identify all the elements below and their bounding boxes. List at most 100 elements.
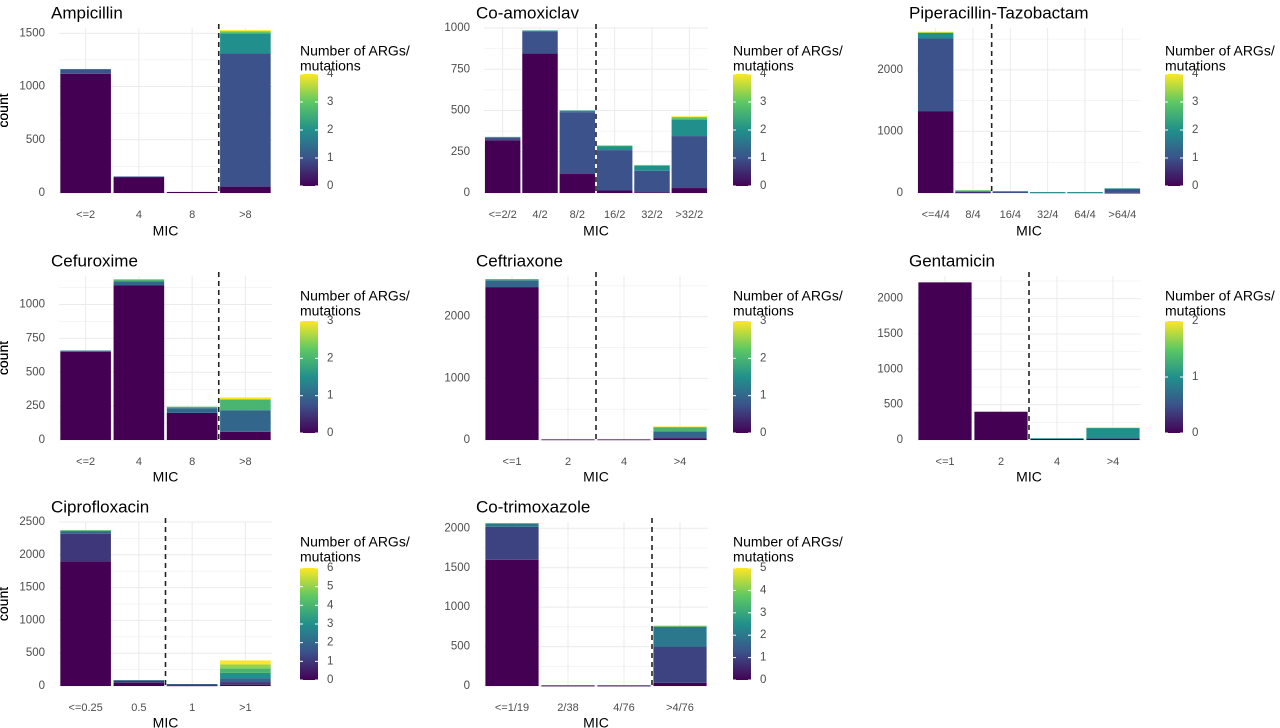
x-axis-label: MIC bbox=[153, 469, 179, 485]
legend-tick-label: 3 bbox=[760, 96, 766, 108]
bar-segment bbox=[60, 531, 111, 534]
x-tick-label: <=2 bbox=[76, 209, 95, 221]
legend-tick-label: 5 bbox=[760, 562, 766, 574]
legend-colorbar bbox=[300, 568, 318, 680]
bar-segment bbox=[60, 68, 111, 70]
bar-segment bbox=[113, 680, 165, 683]
bar-segment bbox=[1104, 192, 1141, 194]
chart-title: Ceftriaxone bbox=[476, 251, 563, 270]
y-tick-label: 0 bbox=[39, 680, 45, 692]
bar-segment bbox=[220, 33, 271, 54]
y-tick-label: 2500 bbox=[19, 516, 45, 528]
x-tick-label: <=4/4 bbox=[922, 209, 950, 221]
y-tick-label: 0 bbox=[897, 434, 903, 446]
bar-segment bbox=[1029, 192, 1066, 193]
bar-segment bbox=[596, 145, 633, 147]
bar-segment bbox=[1030, 438, 1084, 440]
bar-segment bbox=[485, 287, 539, 440]
y-axis-label: count bbox=[0, 587, 11, 621]
legend-tick-label: 0 bbox=[327, 427, 333, 439]
legend-tick-label: 2 bbox=[1192, 315, 1198, 327]
legend-tick-label: 0 bbox=[760, 674, 766, 686]
x-tick-label: >8 bbox=[239, 209, 252, 221]
x-tick-label: 4 bbox=[136, 209, 142, 221]
bar-segment bbox=[60, 73, 111, 193]
legend-tick-label: 4 bbox=[1192, 68, 1199, 80]
bar-segment bbox=[166, 684, 218, 685]
bar-segment bbox=[220, 53, 271, 187]
panel-cefuroxime: Cefuroxime 0 250 500 750 1000 <=2 4 8 >8 MIC count N… bbox=[0, 251, 410, 484]
bar-segment bbox=[917, 32, 954, 39]
y-tick-label: 2000 bbox=[444, 522, 470, 534]
x-tick-label: 8/2 bbox=[570, 209, 585, 221]
bar-segment bbox=[484, 136, 521, 138]
x-tick-label: 32/2 bbox=[641, 209, 662, 221]
legend-tick-label: 6 bbox=[327, 562, 333, 574]
x-tick-label: 1 bbox=[189, 702, 195, 714]
legend-title: Number of ARGs/ bbox=[733, 288, 843, 304]
bar-segment bbox=[522, 53, 558, 194]
bar-segment bbox=[1067, 192, 1103, 193]
x-axis-label: MIC bbox=[583, 469, 609, 485]
legend-tick-label: 4 bbox=[760, 68, 767, 80]
legend-tick-label: 0 bbox=[1192, 427, 1198, 439]
legend-colorbar bbox=[1165, 321, 1183, 433]
y-axis-label: count bbox=[0, 587, 11, 621]
legend-title: Number of ARGs/ bbox=[300, 534, 410, 550]
x-tick-label: 16/2 bbox=[604, 209, 625, 221]
y-tick-label: 500 bbox=[26, 366, 45, 378]
legend-tick-label: 2 bbox=[327, 124, 333, 136]
bar-segment bbox=[671, 136, 708, 189]
bar-segment bbox=[220, 682, 271, 685]
y-tick-label: 750 bbox=[451, 63, 470, 75]
legend-tick-label: 0 bbox=[760, 427, 766, 439]
legend-tick-label: 0 bbox=[327, 180, 333, 192]
y-tick-label: 1000 bbox=[19, 614, 45, 626]
bar-segment bbox=[113, 285, 165, 440]
x-tick-label: <=0.25 bbox=[68, 702, 102, 714]
legend-tick-label: 4 bbox=[760, 584, 767, 596]
bar-segment bbox=[113, 177, 165, 193]
bar-segment bbox=[1086, 427, 1140, 429]
legend-colorbar bbox=[733, 568, 751, 680]
bar-segment bbox=[671, 117, 708, 120]
legend-tick-label: 0 bbox=[1192, 180, 1198, 192]
legend-title: mutations bbox=[733, 58, 794, 74]
bar-segment bbox=[220, 31, 271, 34]
legend-tick-label: 2 bbox=[760, 629, 766, 641]
bar-segment bbox=[60, 530, 111, 531]
bar-segment bbox=[634, 192, 670, 193]
bar-segment bbox=[1104, 188, 1141, 190]
x-tick-label: 2 bbox=[998, 456, 1004, 468]
bar-segment bbox=[485, 559, 539, 686]
y-tick-label: 1500 bbox=[444, 562, 470, 574]
bar-segment bbox=[220, 672, 271, 679]
y-tick-label: 0 bbox=[464, 187, 470, 199]
bar-segment bbox=[559, 174, 596, 193]
x-tick-label: 4 bbox=[136, 456, 142, 468]
legend-tick-label: 3 bbox=[327, 618, 333, 630]
y-tick-label: 1000 bbox=[877, 125, 903, 137]
bar-segment bbox=[113, 281, 165, 286]
bar-segment bbox=[917, 31, 954, 33]
bar-segment bbox=[113, 279, 165, 282]
bar-segment bbox=[485, 523, 539, 524]
x-tick-label: 0.5 bbox=[131, 702, 146, 714]
bar-segment bbox=[166, 408, 218, 413]
bar-segment bbox=[653, 625, 707, 627]
bar-segment bbox=[596, 150, 633, 191]
x-tick-label: 4 bbox=[621, 456, 627, 468]
bar-segment bbox=[220, 668, 271, 673]
legend-tick-label: 2 bbox=[327, 352, 333, 364]
bar-segment bbox=[653, 682, 707, 686]
bar-segment bbox=[113, 176, 165, 178]
bar-segment bbox=[917, 38, 954, 112]
bar-segment bbox=[60, 69, 111, 74]
bar-segment bbox=[166, 406, 218, 409]
bar-segment bbox=[220, 684, 271, 686]
bar-segment bbox=[992, 191, 1029, 193]
legend-title: Number of ARGs/ bbox=[733, 534, 843, 550]
